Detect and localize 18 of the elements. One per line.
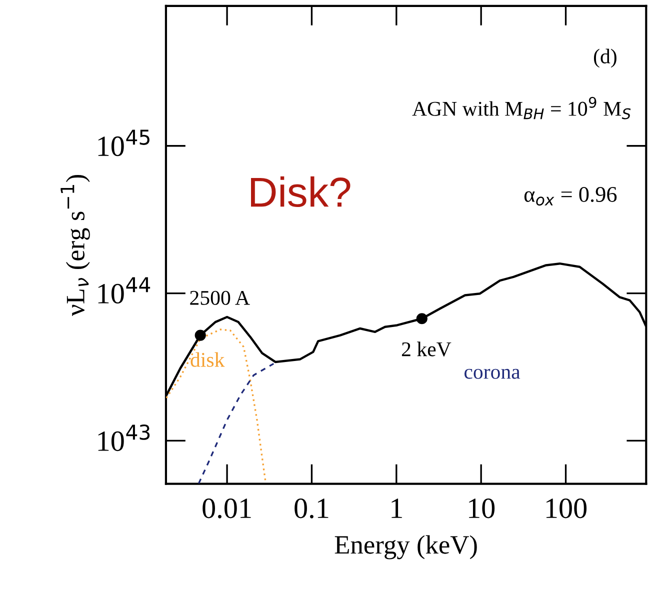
x-tick-label: 0.1 [294,498,328,518]
x-tick-label: 0.01 [202,498,251,518]
annotation: 2500 A [190,290,250,305]
text: corona [464,368,520,379]
annotation: (d) [594,48,616,68]
x-axis-title: Energy (keV) [334,535,477,560]
y-tick-label: 10$^{45}$ [98,130,150,156]
x-tick-label: 1 [392,498,402,518]
annotation: α$_{ox}$ = 0.96 [524,186,617,206]
x-tick-label: 100 [546,498,587,518]
annotation: Disk? [251,176,350,208]
annotation: AGN with M$_{BH}$ = 10$^{9}$ M$_{S}$ [412,96,631,120]
series-label: disk [190,352,225,367]
x-tick-label: 10 [469,498,495,518]
annotation: 2 keV [402,342,452,356]
y-axis-title: νL$_{ν}$ (erg s$^{−1}$) [60,174,90,316]
y-tick-label: 10$^{43}$ [98,424,150,452]
y-tick-label: 10$^{44}$ [98,277,150,304]
